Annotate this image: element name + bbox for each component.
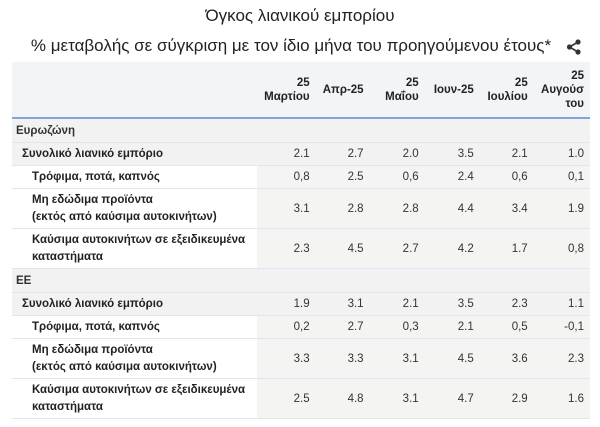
col-header: Απρ-25 bbox=[315, 62, 370, 119]
value-cell: -0,1 bbox=[533, 315, 590, 339]
value-cell: 2.7 bbox=[369, 228, 425, 269]
col-header: 25 Μαρτίου bbox=[256, 62, 316, 119]
value-cell: 3.3 bbox=[315, 338, 370, 379]
row-label: Τρόφιμα, ποτά, καπνός bbox=[12, 315, 257, 339]
value-cell: 3.3 bbox=[256, 338, 316, 379]
row-label: Καύσιμα αυτοκινήτων σε εξειδικευμένα κατ… bbox=[12, 378, 257, 419]
value-cell: 2.8 bbox=[369, 188, 425, 229]
value-cell: 4.2 bbox=[424, 228, 480, 269]
value-cell: 3.4 bbox=[479, 188, 534, 229]
table-row: Συνολικό λιανικό εμπόριο 1.9 3.1 2.1 3.5 2.3 1… bbox=[12, 292, 590, 316]
header-row: 25 Μαρτίου Απρ-25 25 Μαΐου Ιουν-25 25 Ιο… bbox=[12, 62, 590, 119]
value-cell: 1.1 bbox=[533, 292, 590, 316]
value-cell: 0,1 bbox=[533, 165, 590, 189]
value-cell: 2.3 bbox=[533, 338, 590, 379]
value-cell: 4.8 bbox=[315, 378, 370, 419]
value-cell: 0,3 bbox=[369, 315, 425, 339]
value-cell: 2.3 bbox=[479, 292, 534, 316]
table-row: Καύσιμα αυτοκινήτων σε εξειδικευμένα κατ… bbox=[12, 228, 590, 269]
value-cell: 1.0 bbox=[533, 142, 590, 166]
value-cell: 2.7 bbox=[315, 315, 370, 339]
value-cell: 3.5 bbox=[424, 142, 480, 166]
value-cell: 0,8 bbox=[533, 228, 590, 269]
value-cell: 4.5 bbox=[424, 338, 480, 379]
section-label: Ευρωζώνη bbox=[12, 118, 590, 143]
section-label: ΕΕ bbox=[12, 268, 590, 293]
value-cell: 1.6 bbox=[533, 378, 590, 419]
chart-title: Όγκος λιανικού εμπορίου bbox=[205, 6, 395, 25]
section-row: Ευρωζώνη bbox=[12, 118, 590, 143]
value-cell: 2.4 bbox=[424, 165, 480, 189]
value-cell: 1.7 bbox=[479, 228, 534, 269]
value-cell: 3.1 bbox=[369, 338, 425, 379]
table-row: Συνολικό λιανικό εμπόριο 2.1 2.7 2.0 3.5 2.1 1… bbox=[12, 142, 590, 166]
value-cell: 1.9 bbox=[533, 188, 590, 229]
value-cell: 0,6 bbox=[479, 165, 534, 189]
col-header: 25 Ιουλίου bbox=[479, 62, 534, 119]
table-row: Καύσιμα αυτοκινήτων σε εξειδικευμένα κατ… bbox=[12, 378, 590, 419]
section-row: ΕΕ bbox=[12, 268, 590, 293]
row-label: Καύσιμα αυτοκινήτων σε εξειδικευμένα κατ… bbox=[12, 228, 257, 269]
value-cell: 1.9 bbox=[256, 292, 316, 316]
value-cell: 3.1 bbox=[256, 188, 316, 229]
value-cell: 2.1 bbox=[424, 315, 480, 339]
col-header: Ιουν-25 bbox=[424, 62, 480, 119]
row-label: Τρόφιμα, ποτά, καπνός bbox=[12, 165, 257, 189]
value-cell: 3.6 bbox=[479, 338, 534, 379]
value-cell: 2.1 bbox=[369, 292, 425, 316]
value-cell: 0,8 bbox=[256, 165, 316, 189]
value-cell: 3.1 bbox=[369, 378, 425, 419]
retail-trade-table: 25 Μαρτίου Απρ-25 25 Μαΐου Ιουν-25 25 Ιο… bbox=[12, 62, 590, 419]
table-row: Τρόφιμα, ποτά, καπνός 0,2 2.7 0,3 2.1 0,5 -0,1 bbox=[12, 315, 590, 339]
row-label: Μη εδώδιμα προϊόντα (εκτός από καύσιμα α… bbox=[12, 188, 257, 229]
col-header: 25 Αυγούσ του bbox=[533, 62, 590, 119]
value-cell: 0,5 bbox=[479, 315, 534, 339]
table-row: Τρόφιμα, ποτά, καπνός 0,8 2.5 0,6 2.4 0,6 0,1 bbox=[12, 165, 590, 189]
row-label: Μη εδώδιμα προϊόντα (εκτός από καύσιμα α… bbox=[12, 338, 257, 379]
header-empty bbox=[12, 62, 257, 119]
value-cell: 2.1 bbox=[256, 142, 316, 166]
table-row: Μη εδώδιμα προϊόντα (εκτός από καύσιμα α… bbox=[12, 188, 590, 229]
row-label: Συνολικό λιανικό εμπόριο bbox=[12, 142, 257, 166]
chart-subtitle: % μεταβολής σε σύγκριση με τον ίδιο μήνα… bbox=[30, 36, 552, 55]
value-cell: 2.7 bbox=[315, 142, 370, 166]
share-icon[interactable] bbox=[565, 38, 583, 56]
row-label: Συνολικό λιανικό εμπόριο bbox=[12, 292, 257, 316]
value-cell: 4.4 bbox=[424, 188, 480, 229]
value-cell: 2.0 bbox=[369, 142, 425, 166]
table-row: Μη εδώδιμα προϊόντα (εκτός από καύσιμα α… bbox=[12, 338, 590, 379]
value-cell: 0,2 bbox=[256, 315, 316, 339]
value-cell: 0,6 bbox=[369, 165, 425, 189]
value-cell: 2.5 bbox=[256, 378, 316, 419]
value-cell: 3.1 bbox=[315, 292, 370, 316]
value-cell: 2.3 bbox=[256, 228, 316, 269]
value-cell: 4.5 bbox=[315, 228, 370, 269]
value-cell: 3.5 bbox=[424, 292, 480, 316]
value-cell: 4.7 bbox=[424, 378, 480, 419]
value-cell: 2.5 bbox=[315, 165, 370, 189]
value-cell: 2.1 bbox=[479, 142, 534, 166]
value-cell: 2.9 bbox=[479, 378, 534, 419]
value-cell: 2.8 bbox=[315, 188, 370, 229]
col-header: 25 Μαΐου bbox=[369, 62, 425, 119]
